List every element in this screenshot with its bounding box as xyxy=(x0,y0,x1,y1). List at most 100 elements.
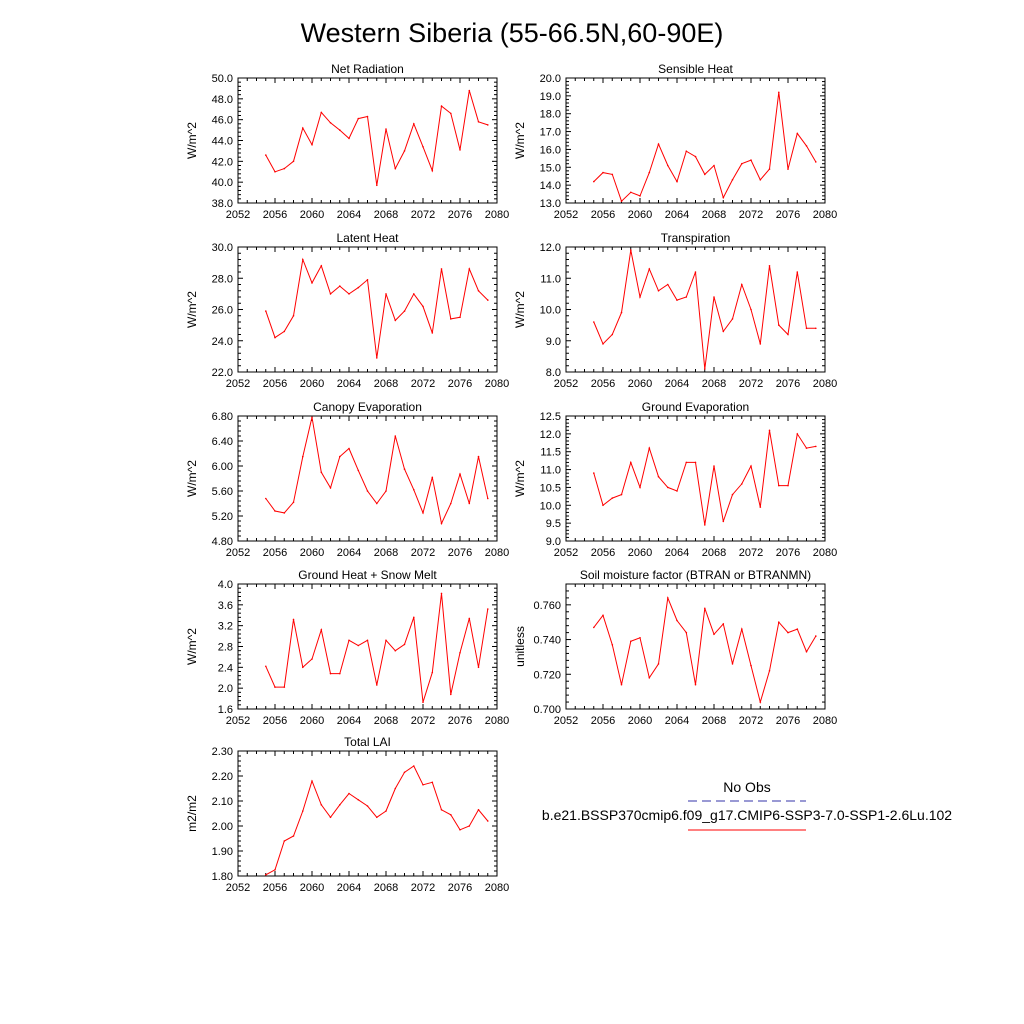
figure-title: Western Siberia (55-66.5N,60-90E) xyxy=(301,18,724,48)
data-point xyxy=(648,268,651,270)
data-point xyxy=(339,129,341,131)
x-tick-label: 2080 xyxy=(813,209,837,221)
chart-panel-4: Transpiration W/m^2 2052 2056 2060 2064 2068 20… xyxy=(513,231,837,390)
data-point xyxy=(657,663,660,665)
data-point xyxy=(274,869,276,871)
data-point xyxy=(667,597,669,599)
data-point xyxy=(329,487,332,489)
data-point xyxy=(787,333,789,336)
data-point xyxy=(274,510,276,512)
data-point xyxy=(366,805,369,807)
y-tick-label: 2.0 xyxy=(218,683,233,695)
data-point xyxy=(320,265,323,267)
data-point xyxy=(311,780,313,782)
data-point xyxy=(450,112,452,115)
data-point xyxy=(468,89,471,92)
x-tick-label: 2052 xyxy=(226,209,250,221)
data-point xyxy=(648,171,651,174)
y-tick-label: 9.0 xyxy=(546,336,561,348)
x-tick-label: 2072 xyxy=(739,547,763,559)
x-tick-label: 2080 xyxy=(485,547,509,559)
data-point xyxy=(292,315,295,317)
data-point xyxy=(787,168,789,170)
x-tick-label: 2080 xyxy=(485,715,509,727)
chart-panel-3: Latent Heat W/m^2 2052 2056 2060 2064 2068 2072… xyxy=(185,231,509,390)
data-point xyxy=(431,332,434,334)
data-point xyxy=(366,639,369,642)
data-point xyxy=(722,520,725,523)
x-tick-label: 2056 xyxy=(591,378,615,390)
data-point xyxy=(394,319,397,322)
y-axis-label: unitless xyxy=(513,626,527,667)
y-tick-label: 11.0 xyxy=(540,465,561,477)
y-tick-label: 17.0 xyxy=(540,127,561,139)
y-tick-label: 46.0 xyxy=(212,115,233,127)
data-point xyxy=(339,285,341,287)
y-tick-label: 24.0 xyxy=(212,336,233,348)
data-point xyxy=(750,465,752,467)
data-point xyxy=(366,279,369,281)
y-tick-label: 13.0 xyxy=(540,198,561,210)
y-tick-label: 26.0 xyxy=(212,305,233,317)
x-tick-label: 2060 xyxy=(300,547,324,559)
data-point xyxy=(731,318,734,320)
y-tick-label: 11.0 xyxy=(540,273,561,285)
data-point xyxy=(667,486,669,489)
x-tick-label: 2064 xyxy=(665,378,689,390)
y-tick-label: 5.20 xyxy=(212,511,233,523)
data-point xyxy=(440,809,443,811)
data-point xyxy=(639,195,641,197)
data-point xyxy=(667,283,669,286)
x-tick-label: 2076 xyxy=(448,209,472,221)
data-point xyxy=(722,196,725,199)
x-tick-label: 2064 xyxy=(337,715,361,727)
data-point xyxy=(593,321,595,323)
data-point xyxy=(750,308,752,311)
data-point xyxy=(805,650,808,653)
data-point xyxy=(413,293,415,295)
x-tick-label: 2080 xyxy=(485,378,509,390)
legend-model-label: b.e21.BSSP370cmip6.f09_g17.CMIP6-SSP3-7.… xyxy=(542,807,952,823)
data-point xyxy=(759,179,762,181)
x-tick-label: 2056 xyxy=(263,547,287,559)
data-point xyxy=(440,522,443,525)
data-point xyxy=(394,435,397,437)
y-tick-label: 5.60 xyxy=(212,486,233,498)
y-tick-label: 4.0 xyxy=(218,579,233,591)
data-point xyxy=(311,658,313,660)
panel-title: Latent Heat xyxy=(336,231,399,245)
x-tick-label: 2076 xyxy=(776,715,800,727)
data-point xyxy=(459,829,461,831)
data-point xyxy=(611,644,614,646)
data-point xyxy=(357,469,360,472)
data-point xyxy=(694,683,697,686)
data-point xyxy=(440,268,443,270)
data-point xyxy=(265,154,267,156)
data-point xyxy=(394,787,397,790)
y-tick-label: 3.6 xyxy=(218,600,233,612)
data-point xyxy=(741,628,743,630)
data-point xyxy=(796,433,799,435)
data-point xyxy=(685,631,688,634)
x-tick-label: 2056 xyxy=(591,715,615,727)
data-point xyxy=(657,290,660,292)
data-point xyxy=(265,874,267,876)
data-point xyxy=(477,121,480,123)
data-point xyxy=(413,616,415,619)
data-point xyxy=(339,804,341,806)
data-point xyxy=(320,804,323,806)
data-point xyxy=(459,149,461,151)
x-tick-label: 2080 xyxy=(813,378,837,390)
x-tick-label: 2056 xyxy=(263,882,287,894)
data-point xyxy=(630,640,632,643)
data-point xyxy=(403,643,406,646)
data-point xyxy=(403,771,406,774)
y-tick-label: 14.0 xyxy=(540,180,561,192)
data-point xyxy=(311,282,313,284)
x-tick-label: 2080 xyxy=(813,547,837,559)
y-tick-label: 12.0 xyxy=(540,242,561,254)
data-point xyxy=(394,167,397,170)
data-point xyxy=(704,524,706,526)
data-point xyxy=(778,484,780,487)
data-point xyxy=(768,168,771,170)
